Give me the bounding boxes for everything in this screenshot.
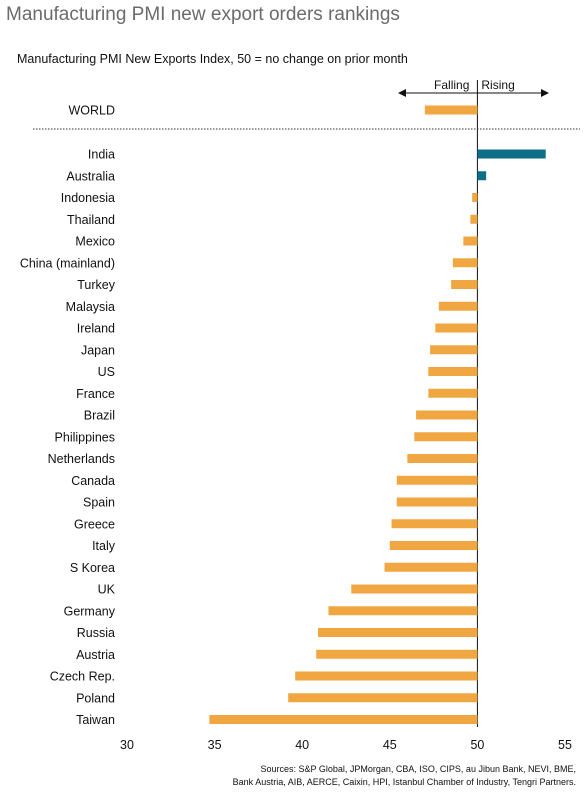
category-label: Austria xyxy=(76,648,115,662)
bar xyxy=(391,519,478,529)
bar xyxy=(316,649,478,659)
bar xyxy=(295,671,478,681)
falling-label: Falling xyxy=(434,78,469,92)
bar xyxy=(288,693,478,703)
category-label: Canada xyxy=(71,474,115,488)
category-label: Indonesia xyxy=(61,191,115,205)
bar xyxy=(317,628,478,637)
category-label: Australia xyxy=(66,169,115,183)
x-tick-label: 50 xyxy=(470,738,484,752)
category-label: Turkey xyxy=(77,278,115,292)
category-label: France xyxy=(76,387,115,401)
x-tick-label: 35 xyxy=(208,738,222,752)
bar xyxy=(438,301,478,311)
bar xyxy=(407,454,478,463)
bar xyxy=(435,323,478,333)
category-label: Netherlands xyxy=(48,452,115,466)
category-label: US xyxy=(98,365,115,379)
bar xyxy=(389,541,478,550)
category-label: Poland xyxy=(76,691,115,705)
category-label: Thailand xyxy=(67,213,115,227)
bar xyxy=(416,410,478,420)
category-label: Greece xyxy=(74,517,115,531)
bar xyxy=(428,367,478,376)
bar xyxy=(396,475,478,485)
category-label: Brazil xyxy=(84,409,115,423)
world-bar xyxy=(424,105,478,115)
category-label: Germany xyxy=(64,604,116,618)
bar xyxy=(477,149,546,159)
x-tick-label: 55 xyxy=(558,738,572,752)
bar xyxy=(328,606,478,616)
bar xyxy=(470,214,478,224)
category-label: Mexico xyxy=(75,235,115,249)
category-label: UK xyxy=(98,583,116,597)
rising-label: Rising xyxy=(481,78,514,92)
x-tick-label: 45 xyxy=(383,738,397,752)
bar xyxy=(451,280,478,289)
category-label: Malaysia xyxy=(66,300,115,314)
bar xyxy=(351,584,478,594)
category-label: Philippines xyxy=(55,430,115,444)
category-label: India xyxy=(88,148,115,162)
bar xyxy=(414,432,478,442)
bar xyxy=(430,345,478,355)
bar xyxy=(452,258,478,268)
category-label: Italy xyxy=(92,539,116,553)
sources-line-1: Sources: S&P Global, JPMorgan, CBA, ISO,… xyxy=(260,764,576,774)
category-label: S Korea xyxy=(70,561,115,575)
sources-note: Sources: S&P Global, JPMorgan, CBA, ISO,… xyxy=(16,763,576,789)
category-label: Czech Rep. xyxy=(50,670,115,684)
sources-line-2: Bank Austria, AIB, AERCE, Caixin, HPI, I… xyxy=(232,777,576,787)
category-label: Taiwan xyxy=(76,713,115,727)
category-label: China (mainland) xyxy=(20,256,115,270)
chart-subtitle: Manufacturing PMI New Exports Index, 50 … xyxy=(17,52,408,66)
category-label: Russia xyxy=(77,626,115,640)
bar xyxy=(428,388,478,398)
bar-chart: Falling Rising WORLD India Australia Indonesi… xyxy=(20,78,580,752)
x-tick-label: 30 xyxy=(120,738,134,752)
bar xyxy=(477,171,487,181)
category-label: Ireland xyxy=(77,322,115,336)
category-label: Spain xyxy=(83,496,115,510)
x-tick-label: 40 xyxy=(295,738,309,752)
world-label: WORLD xyxy=(68,104,115,118)
bar xyxy=(209,715,478,724)
bar xyxy=(472,193,478,202)
bar xyxy=(463,236,478,246)
chart-title: Manufacturing PMI new export orders rank… xyxy=(6,4,400,25)
bar xyxy=(396,497,478,507)
category-label: Japan xyxy=(81,343,115,357)
bar xyxy=(384,562,478,572)
